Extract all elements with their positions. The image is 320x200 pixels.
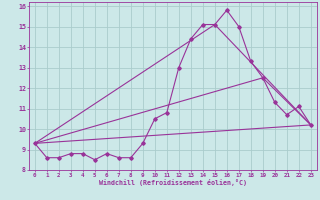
X-axis label: Windchill (Refroidissement éolien,°C): Windchill (Refroidissement éolien,°C) [99,179,247,186]
